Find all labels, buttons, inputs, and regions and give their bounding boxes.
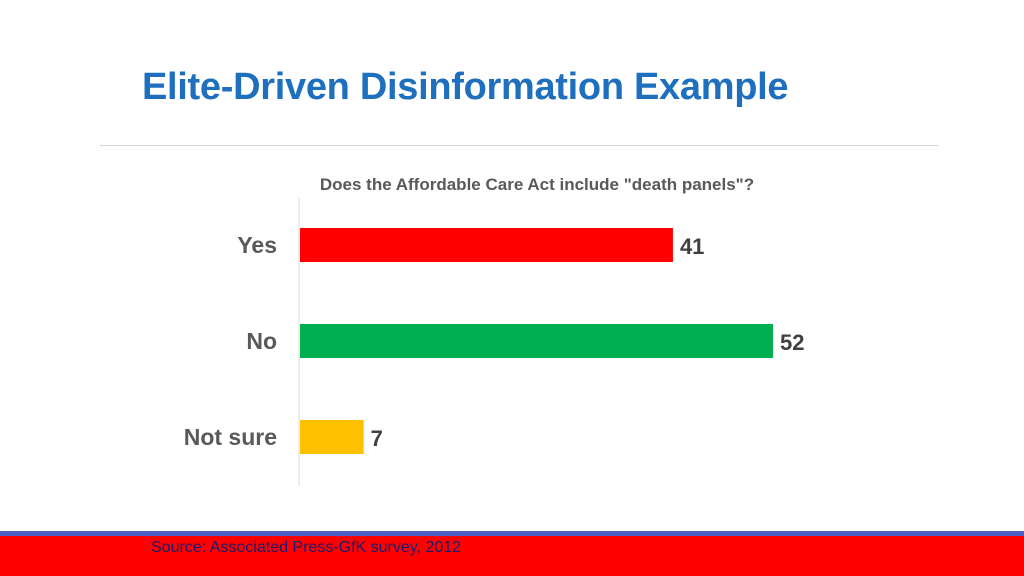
chart-title: Does the Affordable Care Act include "de… xyxy=(320,175,754,194)
bar-no xyxy=(300,324,773,358)
bar-not-sure xyxy=(300,420,364,454)
category-label-not-sure: Not sure xyxy=(184,424,277,450)
bar-yes xyxy=(300,228,673,262)
data-label-yes: 41 xyxy=(680,234,704,259)
category-label-no: No xyxy=(246,328,277,354)
footer-blue-stripe xyxy=(0,531,1024,536)
data-label-not-sure: 7 xyxy=(371,426,383,451)
footer-red-band xyxy=(0,536,1024,576)
slide-title: Elite-Driven Disinformation Example xyxy=(142,66,789,108)
category-label-yes: Yes xyxy=(237,232,277,258)
title-divider xyxy=(100,145,938,146)
data-label-no: 52 xyxy=(780,330,804,355)
source-note: Source: Associated Press-GfK survey, 201… xyxy=(151,539,462,556)
bars-group: Yes 41 No 52 Not sure 7 xyxy=(184,228,804,454)
